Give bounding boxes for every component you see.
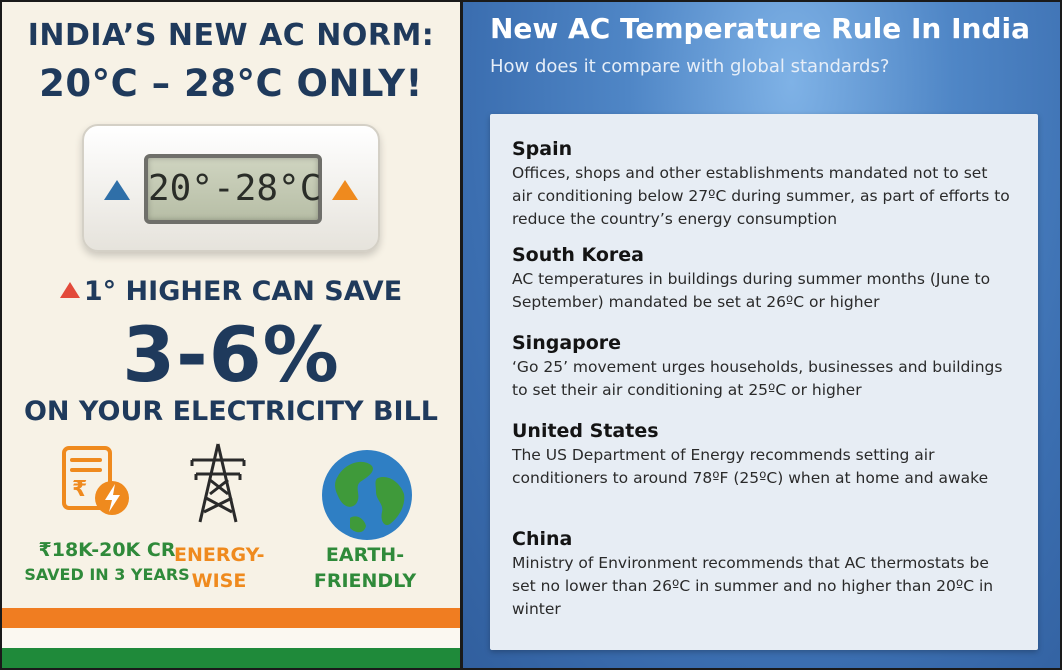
country-desc: The US Department of Energy recommends s… — [512, 446, 989, 487]
save-line: 1° HIGHER CAN SAVE — [2, 276, 460, 307]
right-panel: New AC Temperature Rule In India How doe… — [460, 2, 1060, 668]
svg-text:₹: ₹ — [72, 477, 87, 502]
benefit-savings-line2: SAVED IN 3 YEARS — [24, 565, 190, 584]
comparison-subtitle: How does it compare with global standard… — [490, 56, 890, 77]
save-line-text: 1° HIGHER CAN SAVE — [83, 276, 403, 307]
left-panel: INDIA’S NEW AC NORM: 20°C – 28°C ONLY! 2… — [2, 2, 460, 668]
thermostat-display-text: 20°-28°C — [148, 168, 322, 209]
flag-stripe-white — [2, 628, 460, 648]
thermostat: 20°-28°C — [82, 124, 380, 252]
benefit-earth-line2: FRIENDLY — [313, 570, 417, 592]
country-item: Singapore ‘Go 25’ movement urges househo… — [512, 332, 1012, 402]
benefit-energy: ENERGY- WISE — [174, 542, 265, 594]
country-name: China — [512, 528, 573, 550]
flag-stripe-green — [2, 648, 460, 668]
benefit-savings-line1: ₹18K-20K CR — [38, 539, 176, 561]
country-desc: Offices, shops and other establishments … — [512, 164, 1010, 228]
benefit-energy-line2: WISE — [191, 570, 247, 592]
flag-stripe-saffron — [2, 608, 460, 628]
country-name: United States — [512, 420, 659, 442]
benefit-energy-line1: ENERGY- — [174, 544, 265, 566]
country-item: South Korea AC temperatures in buildings… — [512, 244, 1012, 314]
country-name: Singapore — [512, 332, 622, 354]
country-desc: AC temperatures in buildings during summ… — [512, 270, 991, 311]
earth-icon — [322, 450, 412, 540]
thermostat-display: 20°-28°C — [144, 154, 322, 224]
arrow-up-blue-icon — [104, 180, 130, 200]
rupee-bill-icon: ₹ — [62, 446, 129, 515]
power-tower-icon — [190, 443, 246, 523]
save-suffix: ON YOUR ELECTRICITY BILL — [23, 396, 439, 427]
comparison-title: New AC Temperature Rule In India — [490, 12, 1030, 45]
save-percent: 3-6% — [122, 310, 340, 399]
headline-line1: INDIA’S NEW AC NORM: — [27, 18, 435, 53]
country-item: Spain Offices, shops and other establish… — [512, 138, 1012, 231]
arrow-up-orange-icon — [332, 180, 358, 200]
headline-line2: 20°C – 28°C ONLY! — [39, 62, 423, 105]
comparison-card: Spain Offices, shops and other establish… — [490, 114, 1038, 650]
country-desc: Ministry of Environment recommends that … — [512, 554, 994, 618]
country-item: China Ministry of Environment recommends… — [512, 528, 1012, 621]
country-name: Spain — [512, 138, 573, 160]
arrow-up-red-icon — [59, 282, 80, 298]
country-desc: ‘Go 25’ movement urges households, busin… — [512, 358, 1003, 399]
benefit-earth-line1: EARTH- — [325, 544, 405, 566]
country-name: South Korea — [512, 244, 645, 266]
country-item: United States The US Department of Energ… — [512, 420, 1012, 490]
benefit-earth: EARTH- FRIENDLY — [302, 542, 428, 594]
